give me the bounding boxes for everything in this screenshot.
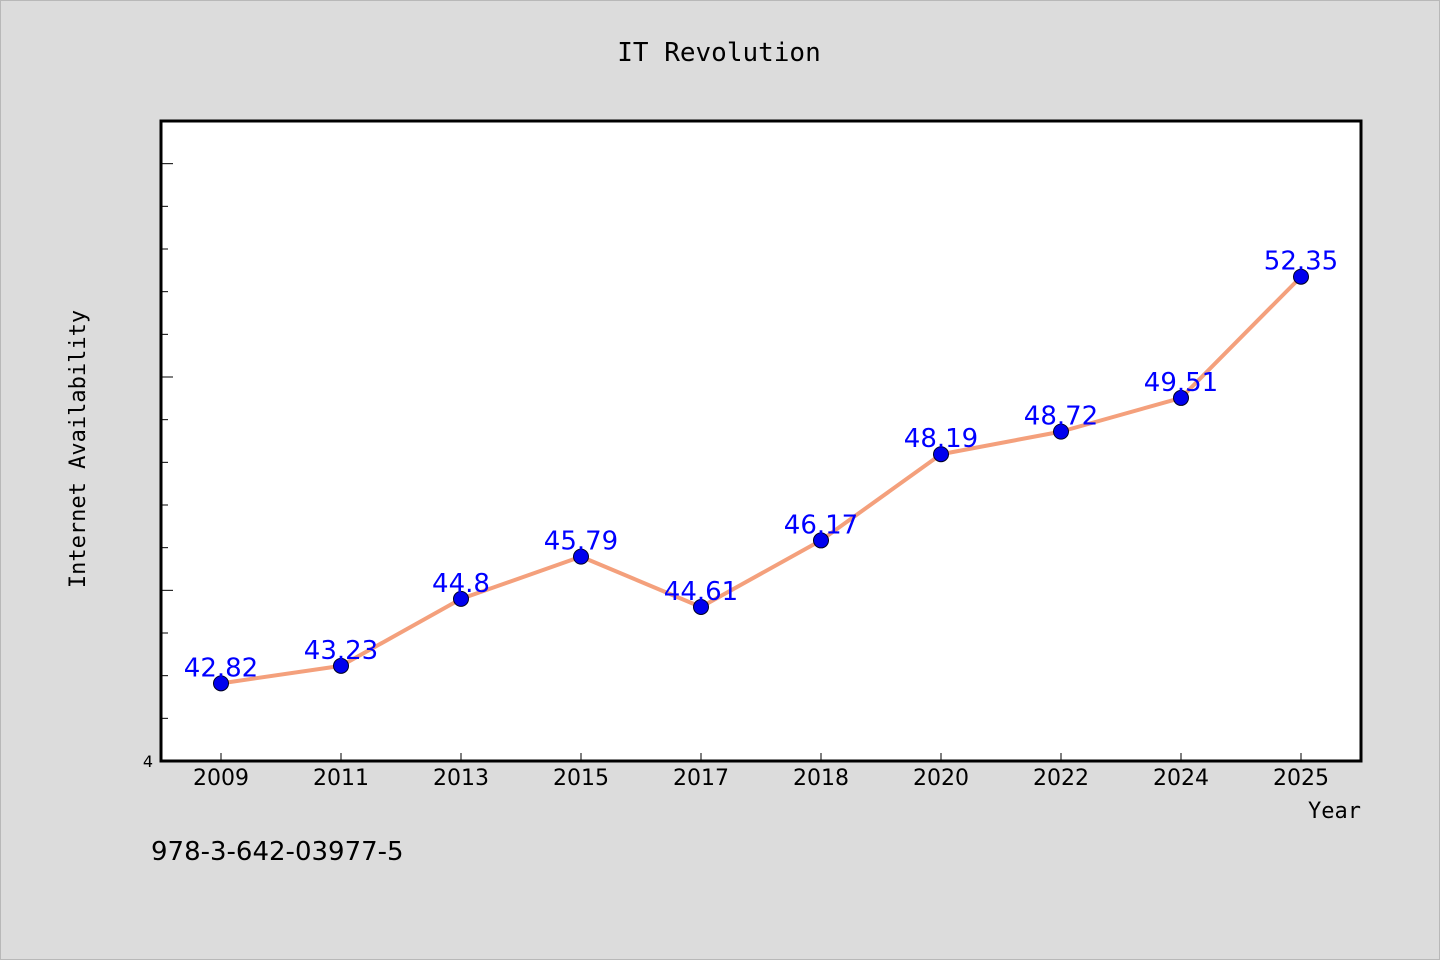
data-point bbox=[333, 657, 349, 674]
data-label: 44.61 bbox=[664, 577, 738, 607]
data-point bbox=[573, 548, 589, 565]
data-point bbox=[213, 675, 229, 692]
x-axis-label: Year bbox=[1308, 799, 1361, 824]
data-point bbox=[1173, 389, 1189, 406]
data-point bbox=[813, 532, 829, 549]
series-line bbox=[220, 275, 1303, 686]
x-tick-label: 2015 bbox=[553, 766, 609, 791]
data-label: 46.17 bbox=[784, 510, 858, 540]
data-point bbox=[693, 598, 709, 615]
data-label: 45.79 bbox=[544, 527, 618, 557]
data-labels: 42.82 43.23 44.8 45.79 44.61 46.17 48.19 48.72 4… bbox=[184, 247, 1338, 684]
y-axis-ticks: 4 bbox=[143, 163, 173, 771]
x-tick-label: 2009 bbox=[193, 766, 249, 791]
y-axis-label: Internet Availability bbox=[66, 310, 91, 588]
series-line-group bbox=[220, 275, 1303, 686]
data-label: 43.23 bbox=[304, 636, 378, 666]
data-point bbox=[933, 446, 949, 463]
data-label: 52.35 bbox=[1264, 247, 1338, 277]
x-tick-label: 2018 bbox=[793, 766, 849, 791]
x-tick-label: 2025 bbox=[1273, 766, 1329, 791]
data-point bbox=[1293, 268, 1309, 285]
data-label: 48.19 bbox=[904, 424, 978, 454]
footer-code: 978-3-642-03977-5 bbox=[151, 837, 404, 867]
x-tick-label: 2011 bbox=[313, 766, 369, 791]
x-tick-label: 2020 bbox=[913, 766, 969, 791]
data-label: 44.8 bbox=[432, 569, 490, 599]
data-point bbox=[453, 590, 469, 607]
chart-title: IT Revolution bbox=[617, 38, 821, 68]
data-label: 48.72 bbox=[1024, 402, 1098, 432]
data-label: 42.82 bbox=[184, 653, 258, 683]
x-tick-label: 2013 bbox=[433, 766, 489, 791]
x-axis-ticks: 2009 2011 2013 2015 2017 2018 2020 2022 2024 2025 bbox=[193, 753, 1329, 791]
data-label: 49.51 bbox=[1144, 368, 1218, 398]
x-tick-label: 2022 bbox=[1033, 766, 1089, 791]
y-tick-label: 4 bbox=[143, 752, 153, 771]
data-point bbox=[1053, 423, 1069, 440]
x-tick-label: 2017 bbox=[673, 766, 729, 791]
data-markers bbox=[213, 268, 1309, 692]
x-tick-label: 2024 bbox=[1153, 766, 1209, 791]
